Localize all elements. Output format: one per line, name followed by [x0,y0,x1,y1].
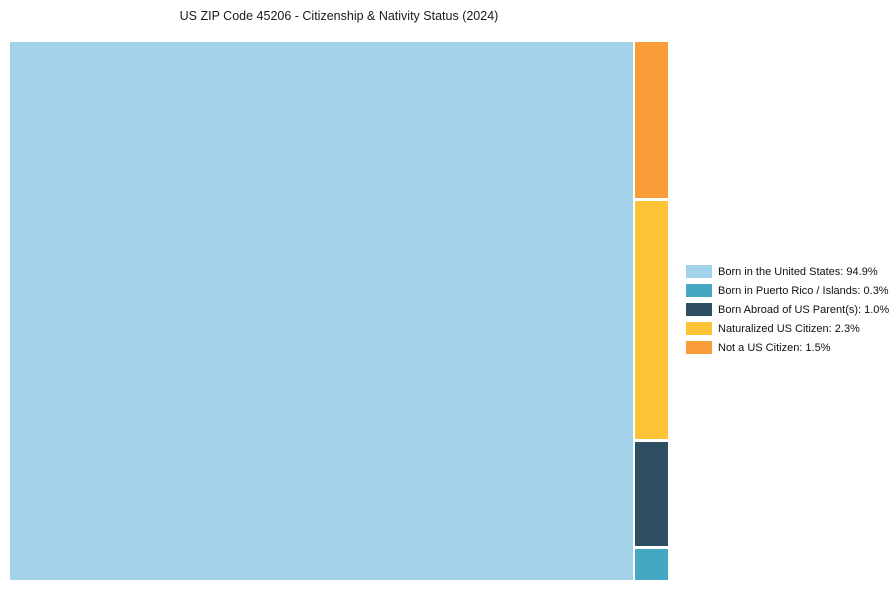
treemap-segment-naturalized-us-citizen [634,200,668,440]
legend-label: Born in Puerto Rico / Islands: 0.3% [718,284,889,297]
treemap-segment-born-in-puerto-rico-islands [634,548,668,580]
legend-label: Born in the United States: 94.9% [718,265,878,278]
legend-swatch [686,303,712,316]
legend-item-born-abroad-of-us-parent-s: Born Abroad of US Parent(s): 1.0% [686,303,889,316]
treemap-side-column [634,42,668,580]
legend-label: Not a US Citizen: 1.5% [718,341,831,354]
legend-swatch [686,322,712,335]
legend-swatch [686,284,712,297]
treemap-segment-born-abroad-of-us-parent-s [634,442,668,546]
treemap-segment-not-a-us-citizen [634,42,668,198]
legend-item-not-a-us-citizen: Not a US Citizen: 1.5% [686,341,889,354]
legend-label: Naturalized US Citizen: 2.3% [718,322,860,335]
treemap-chart [10,42,668,580]
legend-item-born-in-the-united-states: Born in the United States: 94.9% [686,265,889,278]
legend-item-naturalized-us-citizen: Naturalized US Citizen: 2.3% [686,322,889,335]
legend-item-born-in-puerto-rico-islands: Born in Puerto Rico / Islands: 0.3% [686,284,889,297]
legend: Born in the United States: 94.9% Born in … [686,265,889,360]
legend-swatch [686,341,712,354]
treemap-segment-born-in-the-united-states [10,42,633,580]
legend-swatch [686,265,712,278]
legend-label: Born Abroad of US Parent(s): 1.0% [718,303,889,316]
chart-title: US ZIP Code 45206 - Citizenship & Nativi… [179,9,499,23]
